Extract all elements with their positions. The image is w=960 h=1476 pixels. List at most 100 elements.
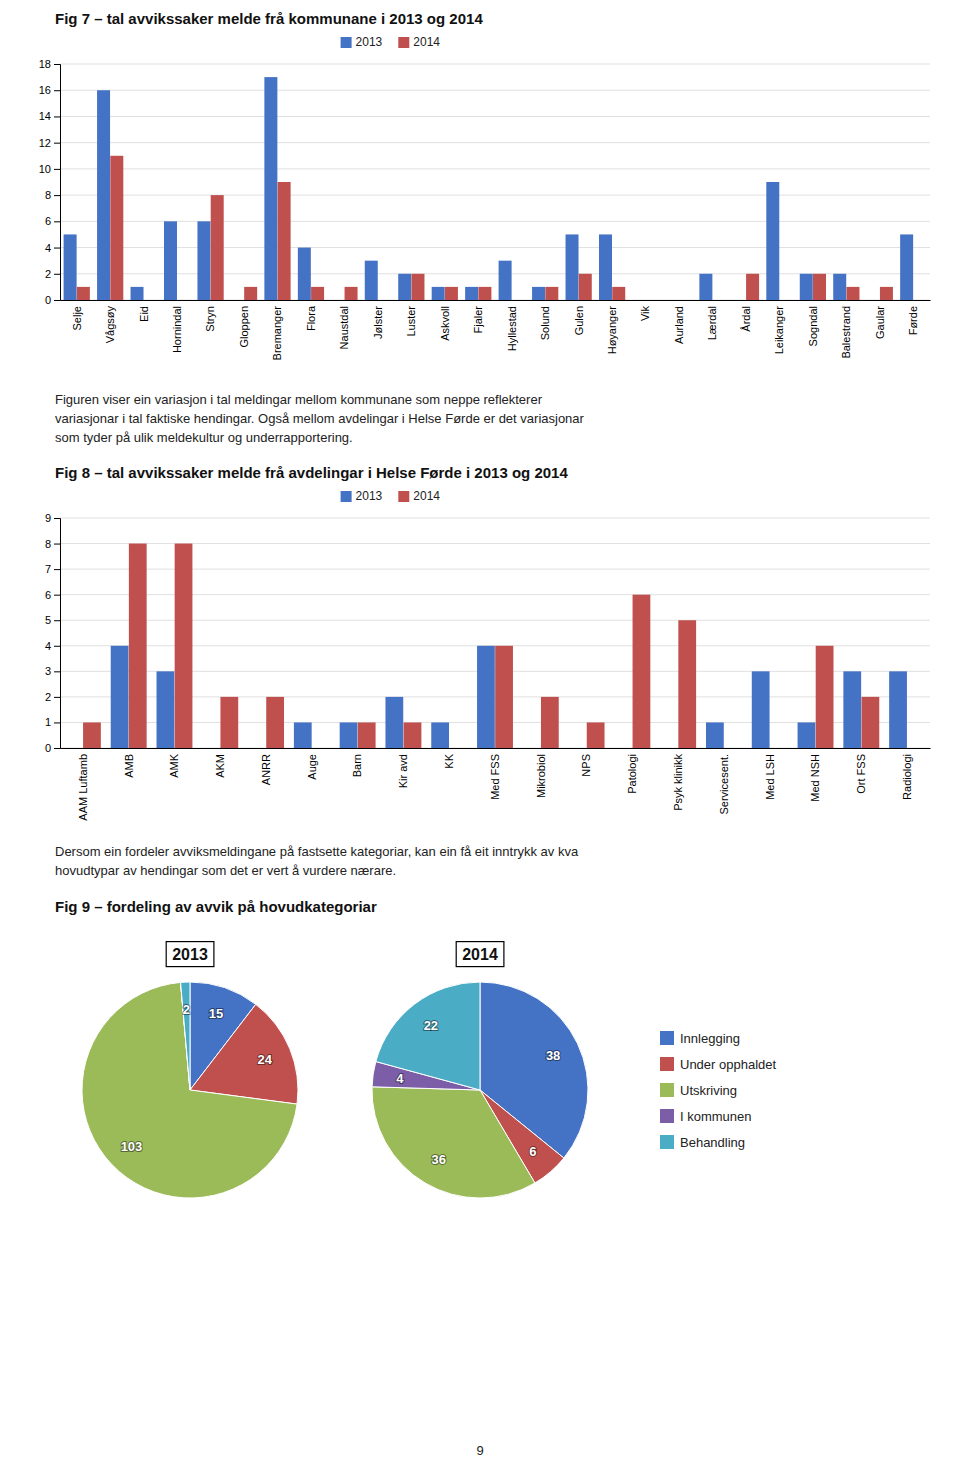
bar xyxy=(231,300,244,301)
bar xyxy=(699,274,712,300)
bar xyxy=(861,697,879,748)
chart-title: Fig 9 – fordeling av avvik på hovudkateg… xyxy=(55,898,377,915)
y-tick-label: 6 xyxy=(45,589,51,601)
bar-series xyxy=(111,646,907,748)
x-tick: Stryn xyxy=(204,306,216,332)
legend-swatch xyxy=(660,1083,674,1097)
bar xyxy=(64,234,77,300)
pie-slice xyxy=(190,1004,298,1104)
bar xyxy=(197,221,210,300)
y-tick-mark xyxy=(54,143,60,144)
bar xyxy=(465,287,478,300)
bar xyxy=(614,748,632,749)
x-tick-label: Selje xyxy=(71,306,83,330)
pie-slice xyxy=(372,1087,535,1198)
bar xyxy=(724,748,742,749)
grid-line xyxy=(60,168,930,169)
bar xyxy=(770,748,788,749)
bar xyxy=(298,248,311,300)
pie-chart: Fig 9 – fordeling av avvik på hovudkateg… xyxy=(55,898,777,1458)
grid-line xyxy=(60,142,930,143)
y-tick-mark xyxy=(54,569,60,570)
plot-area: 0123456789AAM LuftambAMBAMKAKMANRRAugeBa… xyxy=(45,512,931,821)
bar xyxy=(798,722,816,748)
bar xyxy=(532,287,545,300)
x-tick: Ort FSS xyxy=(855,754,867,794)
x-tick: Auge xyxy=(306,754,318,780)
x-tick-label: Kir avd xyxy=(397,754,409,788)
bar xyxy=(913,300,926,301)
bar xyxy=(248,748,266,749)
x-tick-label: Patologi xyxy=(626,754,638,794)
x-tick: Patologi xyxy=(626,754,638,794)
x-tick-label: Hyllestad xyxy=(506,306,518,351)
legend-item: 2014 xyxy=(398,35,440,49)
x-tick: ANRR xyxy=(260,754,272,785)
bar xyxy=(889,671,907,748)
bar xyxy=(278,182,291,300)
x-tick-label: Balestrand xyxy=(840,306,852,359)
y-tick: 16 xyxy=(39,84,60,96)
bar xyxy=(211,195,224,300)
bar xyxy=(244,287,257,300)
x-tick-label: AAM Luftamb xyxy=(77,754,89,821)
y-tick-mark xyxy=(54,518,60,519)
x-tick: KK xyxy=(443,753,455,768)
x-tick-label: AMB xyxy=(123,754,135,778)
y-tick-label: 3 xyxy=(45,665,51,677)
bar xyxy=(358,722,376,748)
pie-slice xyxy=(376,982,480,1090)
bar xyxy=(746,274,759,300)
data-label: 103 xyxy=(121,1139,143,1154)
x-tick: Servicesent. xyxy=(718,754,730,815)
x-tick: Radiologi xyxy=(901,754,913,800)
y-tick-mark xyxy=(54,620,60,621)
x-tick-label: Gloppen xyxy=(238,306,250,348)
x-tick: Gaular xyxy=(874,306,886,339)
x-tick-label: AKM xyxy=(214,754,226,778)
bar xyxy=(411,274,424,300)
y-tick-mark xyxy=(54,221,60,222)
y-tick-label: 18 xyxy=(39,58,51,70)
y-tick-mark xyxy=(54,300,60,301)
bar xyxy=(432,287,445,300)
grid xyxy=(60,64,930,300)
y-tick-mark xyxy=(54,116,60,117)
x-tick-label: Askvoll xyxy=(439,306,451,341)
bar-chart: Fig 7 – tal avvikssaker melde frå kommun… xyxy=(39,10,931,445)
bar xyxy=(202,748,220,749)
legend-item: Innlegging xyxy=(660,1031,740,1046)
x-tick: AMB xyxy=(123,754,135,778)
x-tick: Lærdal xyxy=(706,306,718,340)
bar xyxy=(752,671,770,748)
bar xyxy=(587,722,605,748)
x-tick: Høyanger xyxy=(606,306,618,355)
bar xyxy=(541,697,559,748)
x-tick-label: AMK xyxy=(168,753,180,778)
pie-title-text: 2013 xyxy=(172,946,208,963)
chart-title: Fig 7 – tal avvikssaker melde frå kommun… xyxy=(55,10,483,27)
y-tick: 0 xyxy=(45,294,60,306)
bar xyxy=(477,646,495,748)
page: Fig 7 – tal avvikssaker melde frå kommun… xyxy=(0,0,960,1476)
x-tick-label: Psyk klinikk xyxy=(672,754,684,811)
annotation: Figuren viser ein variasjon i tal meldin… xyxy=(55,392,585,445)
bar xyxy=(431,722,449,748)
x-tick-label: Barn xyxy=(351,754,363,777)
x-tick: Mikrobiol xyxy=(535,754,547,798)
bar xyxy=(312,748,330,749)
bar xyxy=(713,300,726,301)
y-tick-mark xyxy=(54,90,60,91)
x-tick-label: KK xyxy=(443,753,455,768)
x-tick: NPS xyxy=(580,754,592,777)
bar xyxy=(633,595,651,748)
bar xyxy=(800,274,813,300)
bar xyxy=(813,274,826,300)
grid xyxy=(60,518,930,748)
x-axis-line xyxy=(61,748,931,749)
y-tick-mark xyxy=(54,169,60,170)
y-tick-label: 12 xyxy=(39,137,51,149)
bar xyxy=(129,544,147,748)
legend-label: 2014 xyxy=(413,489,440,503)
x-tick-label: Flora xyxy=(305,305,317,331)
